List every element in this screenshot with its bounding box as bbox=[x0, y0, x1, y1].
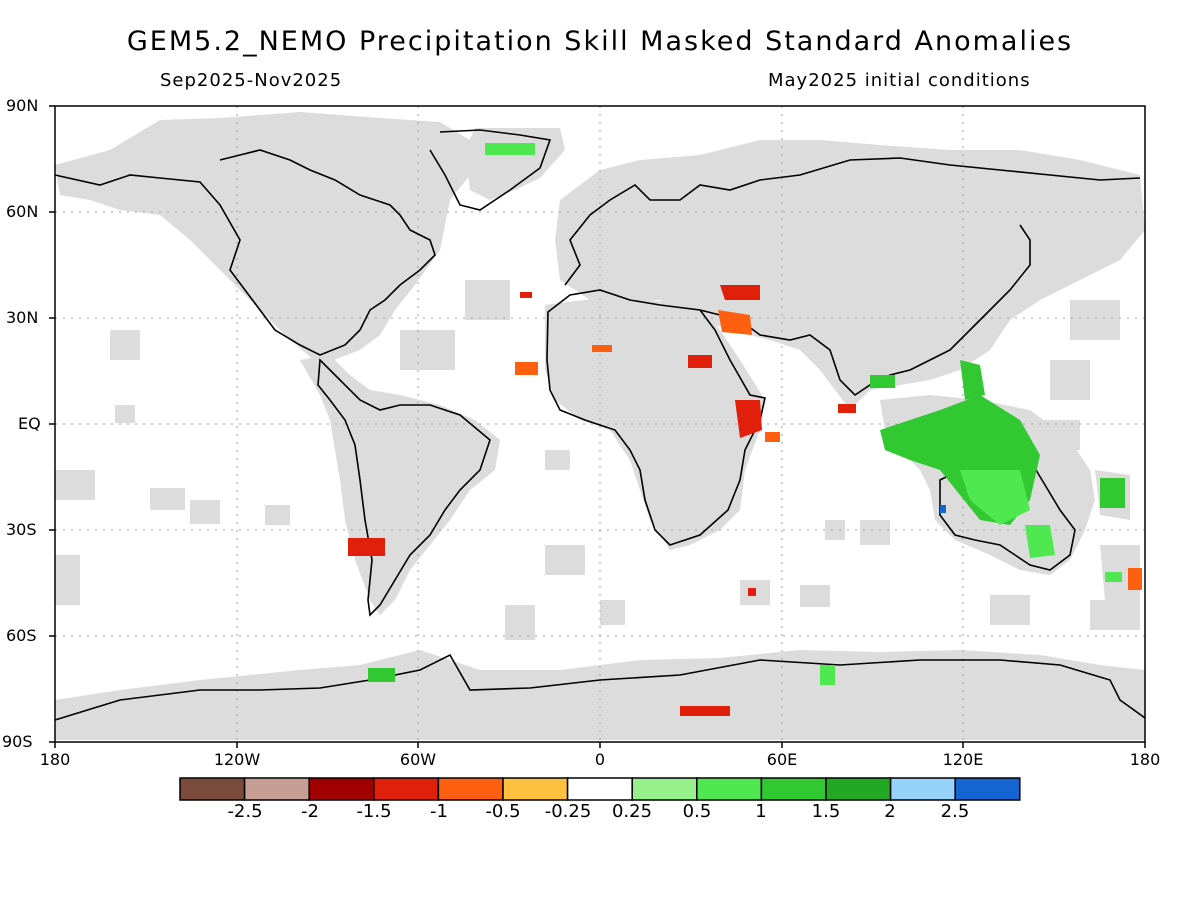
colorbar-label: 2.5 bbox=[940, 801, 970, 822]
colorbar-label: -1.5 bbox=[356, 801, 392, 822]
colorbar-label: 1 bbox=[755, 801, 767, 822]
colorbar-label: -1 bbox=[430, 801, 448, 822]
lat-label-eq: EQ bbox=[18, 414, 41, 433]
anomaly-patches bbox=[348, 143, 1142, 716]
colorbar-label: 0.5 bbox=[682, 801, 712, 822]
lon-label-180w: 180 bbox=[39, 750, 71, 769]
lon-label-120w: 120W bbox=[213, 750, 261, 769]
colorbar-label: -2.5 bbox=[227, 801, 263, 822]
colorbar-swatch bbox=[696, 777, 763, 801]
graticule bbox=[55, 106, 1145, 742]
colorbar-swatch bbox=[502, 777, 569, 801]
colorbar-swatch bbox=[825, 777, 892, 801]
colorbar-swatch bbox=[373, 777, 440, 801]
map-title: GEM5.2_NEMO Precipitation Skill Masked S… bbox=[126, 26, 1074, 57]
lon-label-60w: 60W bbox=[399, 750, 437, 769]
colorbar-swatch bbox=[437, 777, 504, 801]
colorbar-swatch bbox=[308, 777, 375, 801]
axis-ticks bbox=[49, 105, 1146, 748]
colorbar-swatch bbox=[954, 777, 1021, 801]
lat-label-30n: 30N bbox=[6, 308, 39, 327]
colorbar-label: -0.25 bbox=[544, 801, 592, 822]
colorbar-swatch bbox=[889, 777, 956, 801]
colorbar-swatch bbox=[566, 777, 633, 801]
lat-label-60s: 60S bbox=[6, 626, 37, 645]
coastlines bbox=[54, 129, 1146, 721]
lon-label-0: 0 bbox=[594, 750, 606, 769]
lat-label-90s: 90S bbox=[2, 732, 33, 751]
lon-label-60e: 60E bbox=[766, 750, 798, 769]
colorbar-swatch bbox=[243, 777, 310, 801]
lon-label-120e: 120E bbox=[942, 750, 984, 769]
lat-label-90n: 90N bbox=[6, 96, 39, 115]
colorbar-swatch bbox=[760, 777, 827, 801]
lon-label-180e: 180 bbox=[1129, 750, 1161, 769]
colorbar-swatch bbox=[179, 777, 246, 801]
lat-label-30s: 30S bbox=[6, 520, 37, 539]
colorbar-label: 1.5 bbox=[811, 801, 841, 822]
colorbar bbox=[179, 777, 1021, 801]
lat-label-60n: 60N bbox=[6, 202, 39, 221]
colorbar-label: -0.5 bbox=[485, 801, 521, 822]
colorbar-label: 0.25 bbox=[611, 801, 653, 822]
initial-conditions: May2025 initial conditions bbox=[768, 70, 1031, 91]
colorbar-label: 2 bbox=[884, 801, 896, 822]
colorbar-swatch bbox=[631, 777, 698, 801]
colorbar-label: -2 bbox=[301, 801, 319, 822]
forecast-period: Sep2025-Nov2025 bbox=[160, 70, 343, 91]
